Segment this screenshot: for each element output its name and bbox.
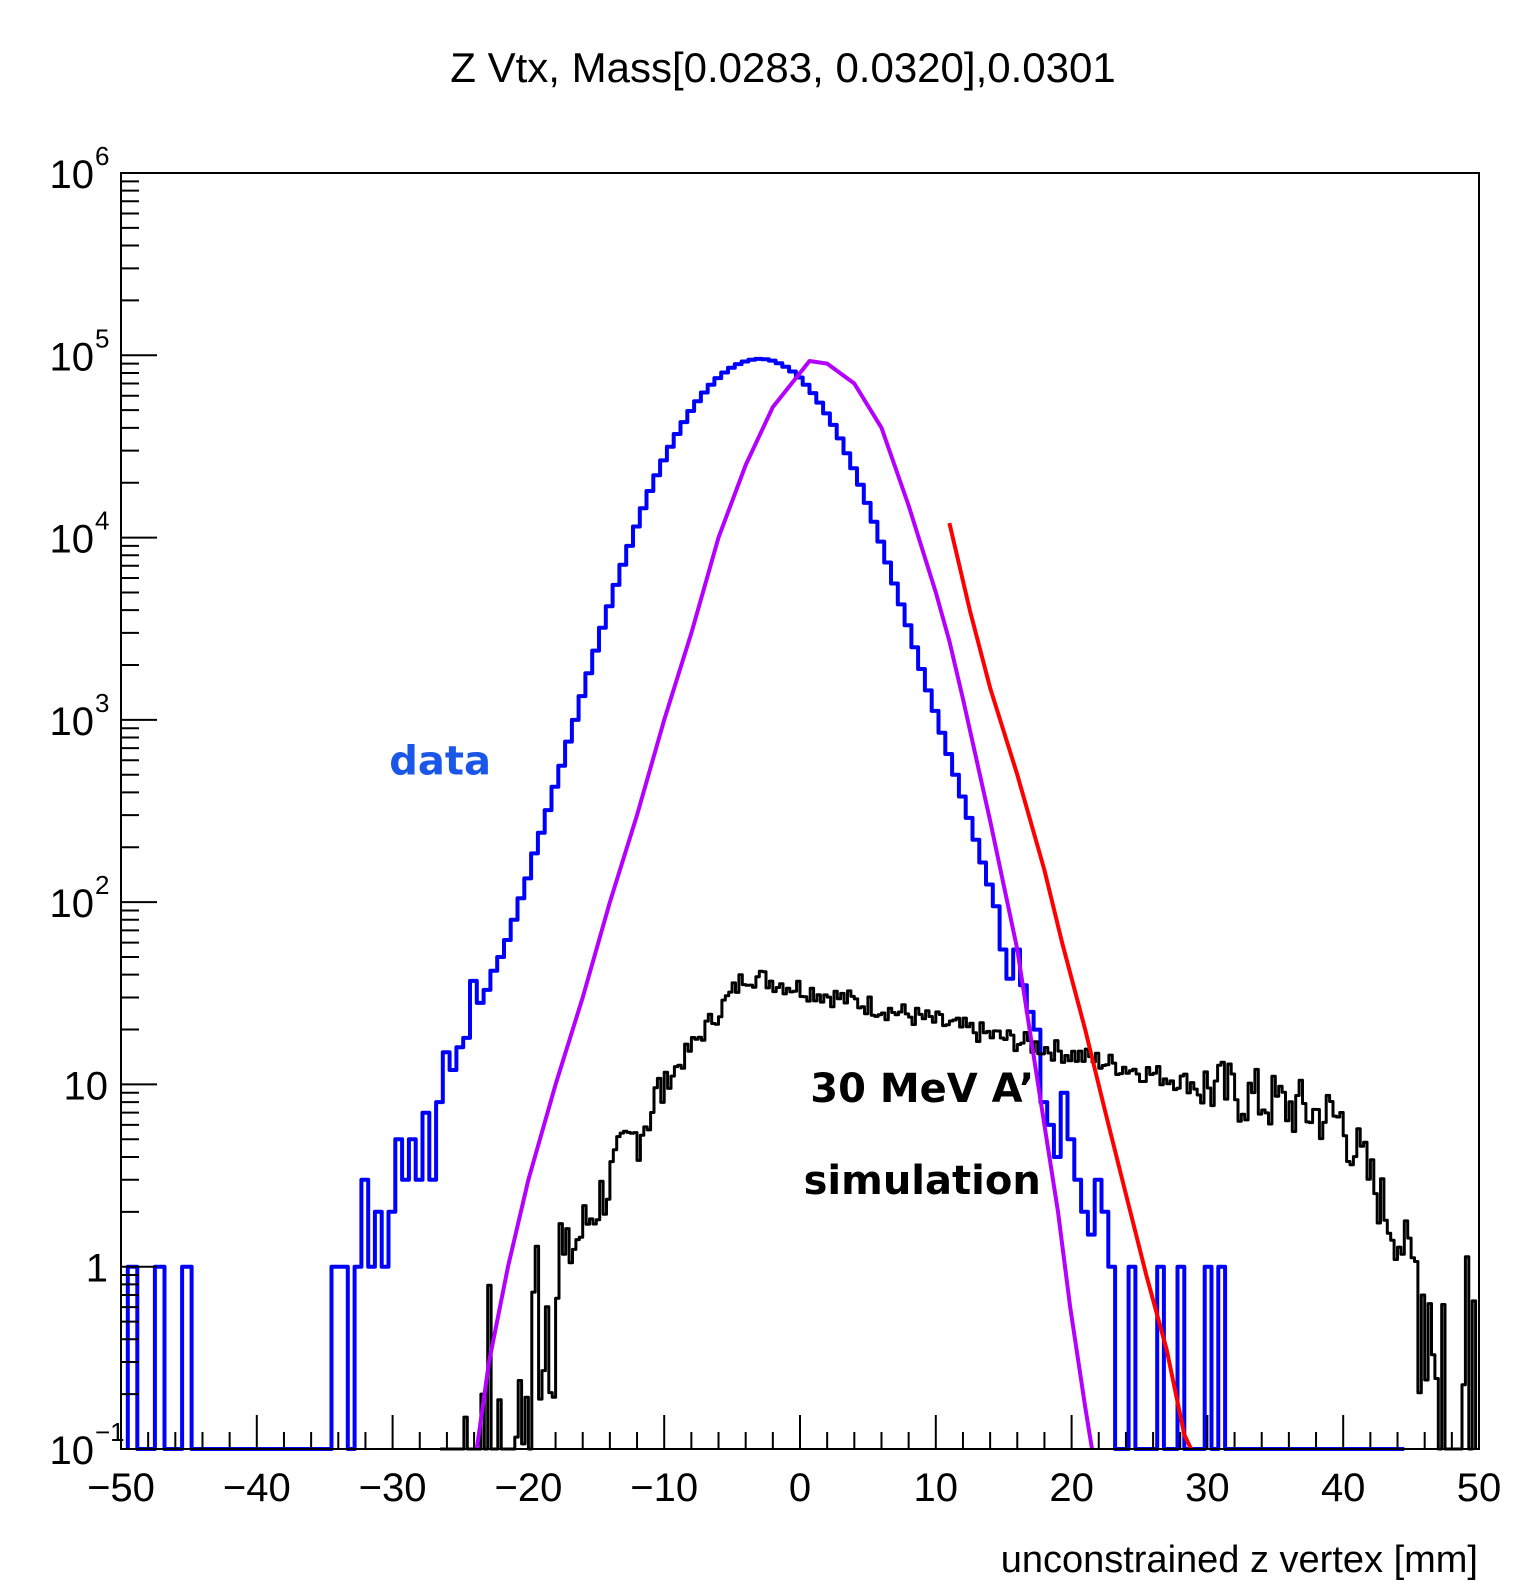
y-tick-label: 10 — [50, 700, 95, 744]
annotation-label: simulation — [804, 1158, 1041, 1204]
x-tick-label: −40 — [223, 1466, 291, 1510]
x-tick-label: 20 — [1049, 1466, 1094, 1510]
x-tick-label: 10 — [914, 1466, 959, 1510]
y-tick-label: 10 — [50, 1429, 95, 1473]
y-tick-exponent: 2 — [95, 870, 109, 900]
x-tick-label: −50 — [87, 1466, 155, 1510]
x-tick-label: 0 — [789, 1466, 811, 1510]
y-tick-exponent: 4 — [95, 506, 109, 536]
y-tick-label: 10 — [50, 882, 95, 926]
series-30-mev-a-simulation — [440, 969, 1478, 1451]
x-axis-title: unconstrained z vertex [mm] — [1001, 1539, 1478, 1581]
y-tick-exponent: 5 — [95, 323, 109, 353]
series-gaussian-fit — [474, 359, 1094, 1450]
x-tick-label: −10 — [630, 1466, 698, 1510]
y-tick-label: 10 — [50, 335, 95, 379]
y-tick-label: 10 — [64, 1064, 109, 1108]
y-tick-exponent: −1 — [95, 1417, 125, 1447]
plot-frame — [120, 172, 1480, 1450]
annotation-label: 30 MeV A’ — [810, 1066, 1034, 1112]
x-tick-label: 40 — [1321, 1466, 1366, 1510]
y-tick-label: 1 — [86, 1247, 108, 1291]
plot-area — [125, 356, 1478, 1451]
annotations: data 30 MeV A’ simulation — [389, 739, 1041, 1204]
x-tick-label: 30 — [1185, 1466, 1230, 1510]
x-axis: −50 −40 −30 −20 −10 0 10 20 30 40 50 — [87, 1415, 1501, 1510]
y-tick-label: 10 — [50, 153, 95, 197]
series-data — [125, 356, 1405, 1451]
x-tick-label: −30 — [359, 1466, 427, 1510]
chart-title: Z Vtx, Mass[0.0283, 0.0320],0.0301 — [450, 44, 1115, 91]
series-exponential-tail-fit — [947, 522, 1193, 1450]
y-tick-exponent: 3 — [95, 688, 109, 718]
x-tick-label: 50 — [1457, 1466, 1502, 1510]
y-tick-label: 10 — [50, 518, 95, 562]
x-tick-label: −20 — [494, 1466, 562, 1510]
annotation-label: data — [389, 739, 491, 785]
y-tick-exponent: 6 — [95, 141, 109, 171]
